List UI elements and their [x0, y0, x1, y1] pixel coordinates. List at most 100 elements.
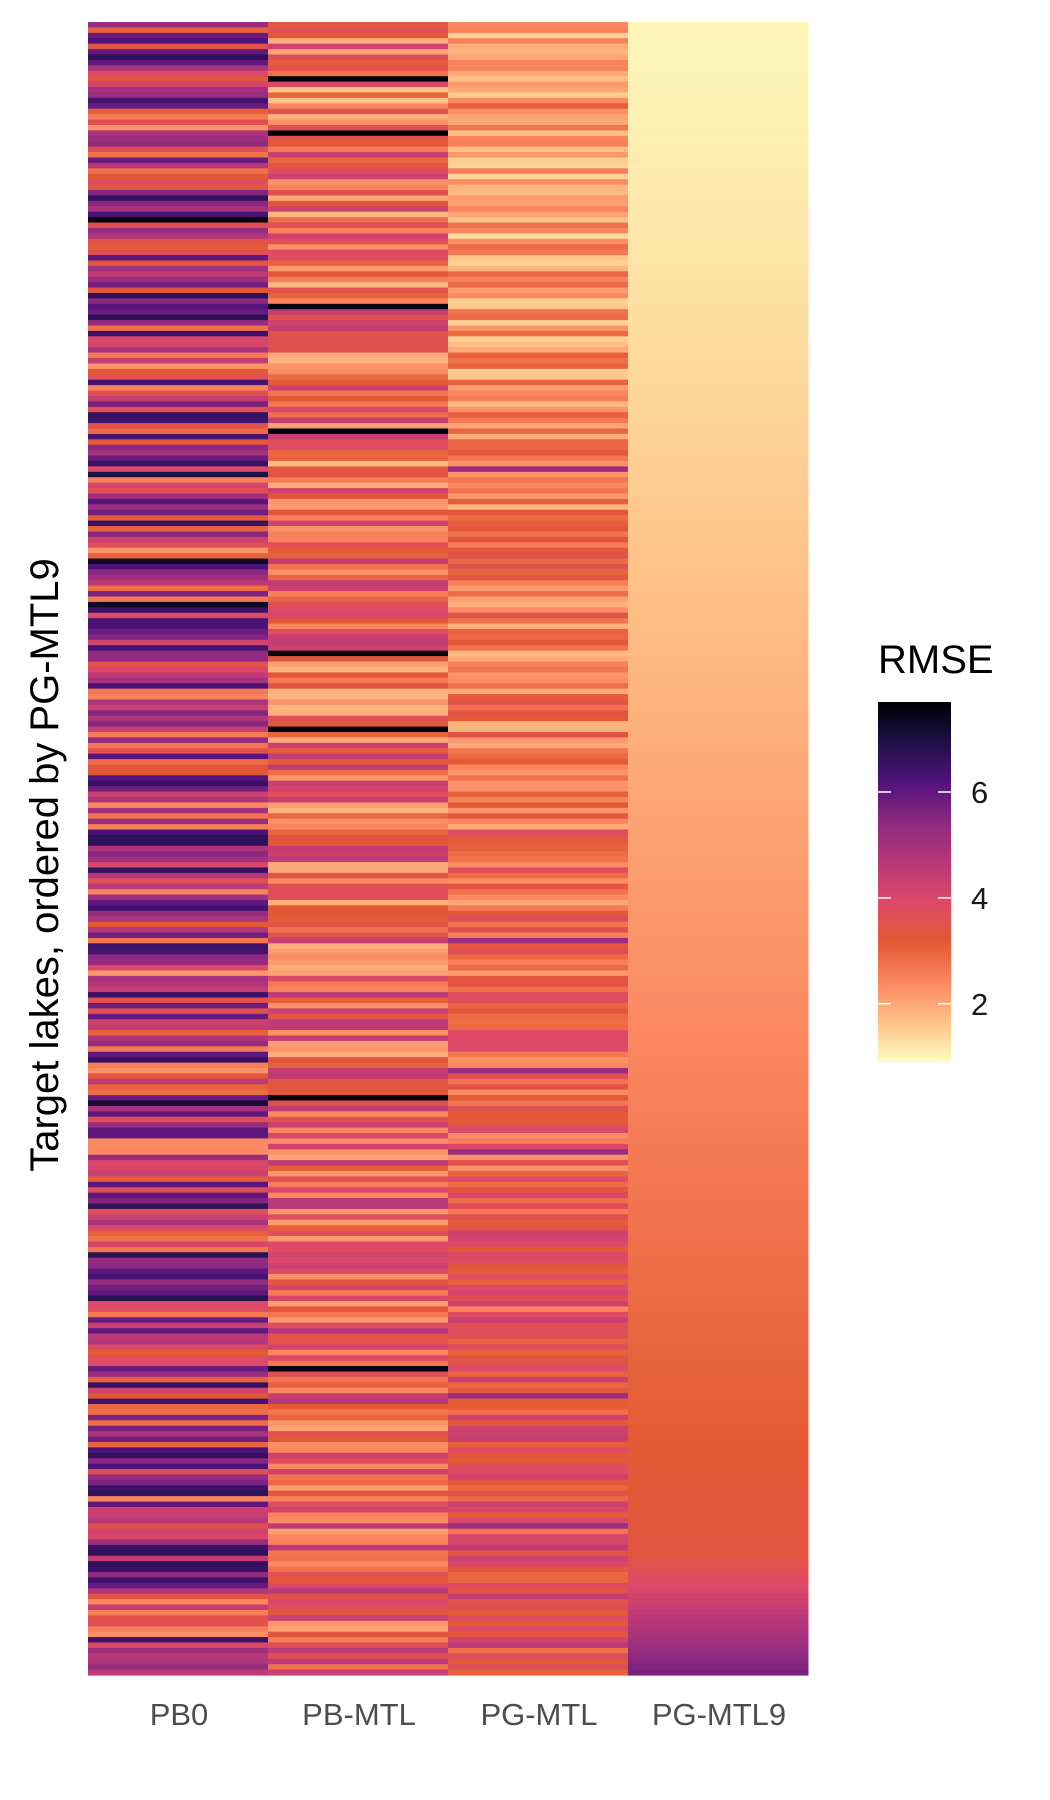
heatmap-cell-pb0 — [88, 1664, 269, 1671]
heatmap-cell-pb-mtl — [268, 119, 449, 126]
heatmap-cell-pb0 — [88, 645, 269, 652]
heatmap-cell-pb0 — [88, 867, 269, 874]
heatmap-cell-pg-mtl9 — [628, 298, 809, 305]
heatmap-cell-pg-mtl9 — [628, 1669, 809, 1676]
heatmap-cell-pg-mtl9 — [628, 76, 809, 83]
heatmap-cell-pg-mtl9 — [628, 948, 809, 955]
heatmap-cell-pg-mtl9 — [628, 1246, 809, 1253]
heatmap-cell-pg-mtl9 — [628, 184, 809, 191]
heatmap-cell-pg-mtl — [448, 1241, 629, 1248]
heatmap-cell-pb0 — [88, 742, 269, 749]
heatmap-cell-pg-mtl9 — [628, 1555, 809, 1562]
heatmap-cell-pb-mtl — [268, 1002, 449, 1009]
heatmap-cell-pg-mtl — [448, 1436, 629, 1443]
heatmap-cell-pb-mtl — [268, 970, 449, 977]
heatmap-cell-pb-mtl — [268, 807, 449, 814]
heatmap-cell-pg-mtl — [448, 87, 629, 94]
heatmap-cell-pb0 — [88, 1084, 269, 1091]
heatmap-cell-pg-mtl — [448, 471, 629, 478]
heatmap-cell-pb0 — [88, 1252, 269, 1259]
heatmap-cell-pb-mtl — [268, 22, 449, 29]
heatmap-cell-pg-mtl — [448, 1116, 629, 1123]
heatmap-cell-pb0 — [88, 1436, 269, 1443]
heatmap-cell-pg-mtl — [448, 1642, 629, 1649]
heatmap-cell-pb0 — [88, 786, 269, 793]
heatmap-cell-pg-mtl — [448, 1236, 629, 1243]
heatmap-cell-pb-mtl — [268, 558, 449, 565]
heatmap-cell-pg-mtl — [448, 152, 629, 159]
heatmap-cell-pb-mtl — [268, 731, 449, 738]
heatmap-cell-pb-mtl — [268, 1566, 449, 1573]
heatmap-cell-pb0 — [88, 32, 269, 39]
heatmap-cell-pb0 — [88, 59, 269, 66]
heatmap-cell-pb0 — [88, 249, 269, 256]
heatmap-cell-pb0 — [88, 894, 269, 901]
heatmap-cell-pb-mtl — [268, 1604, 449, 1611]
heatmap-cell-pb-mtl — [268, 1317, 449, 1324]
heatmap-cell-pg-mtl9 — [628, 320, 809, 327]
heatmap-cell-pg-mtl — [448, 1198, 629, 1205]
heatmap-cell-pg-mtl — [448, 1252, 629, 1259]
heatmap-cell-pb0 — [88, 1555, 269, 1562]
heatmap-cell-pg-mtl — [448, 1452, 629, 1459]
heatmap-cell-pb-mtl — [268, 211, 449, 218]
heatmap-cell-pg-mtl9 — [628, 721, 809, 728]
heatmap-cell-pg-mtl — [448, 759, 629, 766]
heatmap-cell-pb-mtl — [268, 672, 449, 679]
heatmap-cell-pg-mtl — [448, 639, 629, 646]
heatmap-cell-pg-mtl — [448, 1572, 629, 1579]
heatmap-cell-pb-mtl — [268, 813, 449, 820]
heatmap-cell-pb-mtl — [268, 358, 449, 365]
heatmap-cell-pg-mtl9 — [628, 1528, 809, 1535]
heatmap-cell-pb0 — [88, 769, 269, 776]
heatmap-cell-pb0 — [88, 1338, 269, 1345]
heatmap-cell-pg-mtl — [448, 401, 629, 408]
heatmap-cell-pg-mtl9 — [628, 433, 809, 440]
heatmap-cell-pg-mtl9 — [628, 596, 809, 603]
heatmap-cell-pg-mtl9 — [628, 276, 809, 283]
heatmap-cell-pb-mtl — [268, 1631, 449, 1638]
heatmap-cell-pg-mtl — [448, 423, 629, 430]
heatmap-cell-pb-mtl — [268, 1306, 449, 1313]
heatmap-cell-pb-mtl — [268, 217, 449, 224]
heatmap-cell-pg-mtl — [448, 130, 629, 137]
heatmap-cell-pg-mtl9 — [628, 526, 809, 533]
heatmap-cell-pg-mtl9 — [628, 1404, 809, 1411]
heatmap-cell-pb-mtl — [268, 802, 449, 809]
heatmap-cell-pg-mtl9 — [628, 824, 809, 831]
heatmap-cell-pb0 — [88, 65, 269, 72]
heatmap-cell-pb0 — [88, 477, 269, 484]
heatmap-cell-pb-mtl — [268, 168, 449, 175]
heatmap-cell-pb0 — [88, 1317, 269, 1324]
heatmap-cell-pg-mtl — [448, 1057, 629, 1064]
heatmap-cell-pg-mtl — [448, 466, 629, 473]
heatmap-cell-pg-mtl — [448, 775, 629, 782]
heatmap-cell-pg-mtl — [448, 211, 629, 218]
heatmap-cell-pb-mtl — [268, 1138, 449, 1145]
heatmap-cell-pg-mtl — [448, 303, 629, 310]
heatmap-cell-pg-mtl9 — [628, 715, 809, 722]
heatmap-cell-pg-mtl — [448, 1062, 629, 1069]
heatmap-cell-pb0 — [88, 336, 269, 343]
heatmap-cell-pg-mtl — [448, 330, 629, 337]
heatmap-cell-pb-mtl — [268, 1170, 449, 1177]
heatmap-cell-pg-mtl — [448, 32, 629, 39]
heatmap-cell-pg-mtl — [448, 1203, 629, 1210]
heatmap-cell-pg-mtl — [448, 899, 629, 907]
heatmap-cell-pb-mtl — [268, 374, 449, 381]
heatmap-cell-pb0 — [88, 119, 269, 126]
heatmap-cell-pg-mtl — [448, 574, 629, 581]
heatmap-cell-pb-mtl — [268, 1279, 449, 1286]
heatmap-cell-pg-mtl — [448, 49, 629, 56]
heatmap-cell-pg-mtl — [448, 428, 629, 435]
heatmap-cell-pb0 — [88, 292, 269, 299]
heatmap-cell-pb-mtl — [268, 1035, 449, 1042]
heatmap-cell-pg-mtl — [448, 65, 629, 72]
heatmap-cell-pb-mtl — [268, 1387, 449, 1394]
heatmap-cell-pg-mtl9 — [628, 1469, 809, 1476]
heatmap-cell-pg-mtl9 — [628, 179, 809, 186]
heatmap-cell-pg-mtl — [448, 103, 629, 110]
heatmap-cell-pb0 — [88, 1469, 269, 1476]
heatmap-cell-pb0 — [88, 1203, 269, 1210]
heatmap-cell-pb0 — [88, 87, 269, 94]
